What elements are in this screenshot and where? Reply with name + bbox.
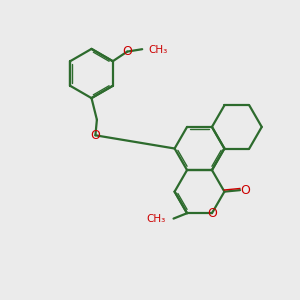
Text: O: O: [207, 207, 217, 220]
Text: O: O: [91, 129, 100, 142]
Text: O: O: [241, 184, 250, 196]
Text: CH₃: CH₃: [149, 45, 168, 55]
Text: CH₃: CH₃: [146, 214, 165, 224]
Text: O: O: [122, 45, 132, 58]
